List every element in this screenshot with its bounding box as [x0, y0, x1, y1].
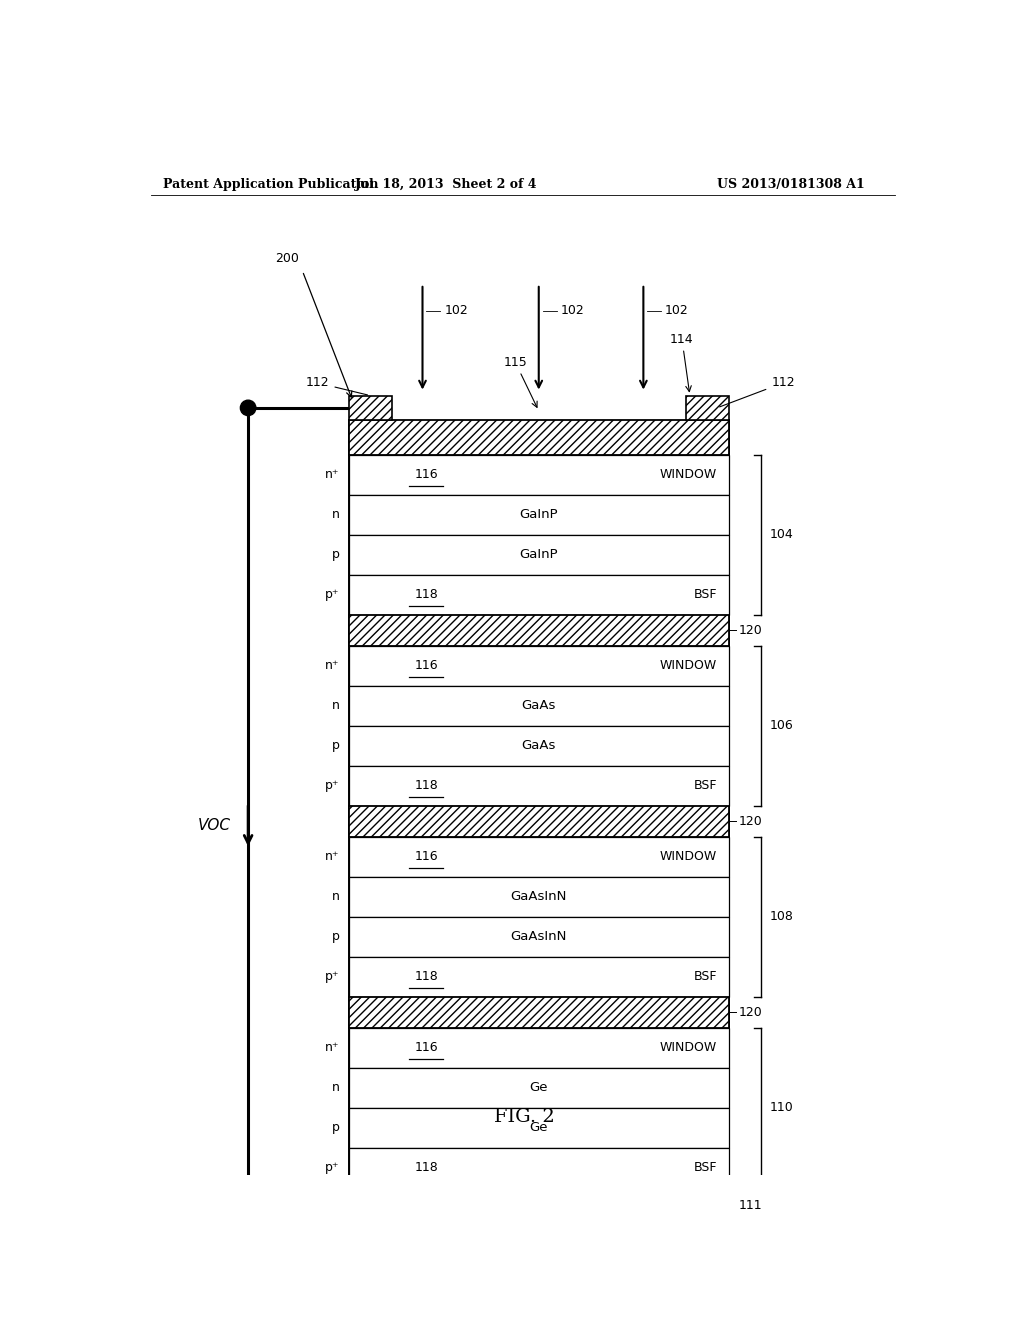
Text: 102: 102 [665, 305, 689, 317]
Circle shape [241, 1237, 256, 1251]
Bar [349, 576, 729, 615]
Text: GaAs: GaAs [521, 739, 556, 752]
Bar [349, 615, 729, 645]
Text: 114: 114 [670, 333, 693, 392]
Text: 108: 108 [770, 911, 794, 924]
Text: FIG. 2: FIG. 2 [495, 1107, 555, 1126]
Text: 111: 111 [738, 1199, 762, 1212]
Bar [349, 1107, 729, 1148]
Bar [349, 645, 729, 686]
Text: n⁺: n⁺ [325, 850, 340, 863]
Text: n⁺: n⁺ [325, 469, 340, 482]
Text: 118: 118 [415, 970, 438, 983]
Bar [349, 535, 729, 576]
Text: 115: 115 [504, 355, 538, 408]
Text: 116: 116 [415, 850, 438, 863]
Text: Patent Application Publication: Patent Application Publication [163, 178, 379, 190]
Text: n: n [332, 1081, 340, 1094]
Text: 118: 118 [415, 589, 438, 602]
Bar [349, 420, 729, 455]
Text: n⁺: n⁺ [325, 1041, 340, 1055]
Text: 116: 116 [415, 469, 438, 482]
Bar [686, 396, 729, 420]
Bar [349, 876, 729, 917]
Text: WINDOW: WINDOW [659, 1041, 717, 1055]
Text: 200: 200 [274, 252, 299, 265]
Bar [349, 766, 729, 807]
Text: 120: 120 [738, 1006, 763, 1019]
Text: 110: 110 [770, 1101, 794, 1114]
Text: 102: 102 [560, 305, 585, 317]
Bar [349, 1148, 729, 1188]
Text: BSF: BSF [693, 589, 717, 602]
Text: US 2013/0181308 A1: US 2013/0181308 A1 [717, 178, 864, 190]
Text: 118: 118 [415, 779, 438, 792]
Text: n: n [332, 890, 340, 903]
Bar [349, 686, 729, 726]
Bar [349, 917, 729, 957]
Text: 116: 116 [415, 1041, 438, 1055]
Text: BSF: BSF [693, 779, 717, 792]
Text: n: n [332, 508, 340, 521]
Text: 112: 112 [720, 376, 795, 407]
Bar [349, 726, 729, 766]
Text: 116: 116 [415, 659, 438, 672]
Bar [349, 1188, 729, 1222]
Text: p⁺: p⁺ [325, 589, 340, 602]
Text: GaInP: GaInP [519, 508, 558, 521]
Text: n⁺: n⁺ [325, 659, 340, 672]
Text: 120: 120 [738, 624, 763, 638]
Text: p⁺: p⁺ [325, 1162, 340, 1175]
Text: Ge: Ge [529, 1081, 548, 1094]
Bar [349, 396, 391, 420]
Text: 112: 112 [306, 376, 368, 395]
Text: VOC: VOC [198, 818, 231, 833]
Bar [349, 807, 729, 837]
Text: BSF: BSF [693, 1162, 717, 1175]
Text: p⁺: p⁺ [325, 970, 340, 983]
Text: BSF: BSF [693, 970, 717, 983]
Text: Ge: Ge [529, 1121, 548, 1134]
Bar [349, 495, 729, 535]
Text: p: p [332, 548, 340, 561]
Bar [349, 1068, 729, 1107]
Bar [349, 957, 729, 997]
Text: p: p [332, 1121, 340, 1134]
Text: GaAs: GaAs [521, 700, 556, 713]
Text: GaAsInN: GaAsInN [511, 890, 567, 903]
Text: p⁺: p⁺ [325, 779, 340, 792]
Circle shape [241, 400, 256, 416]
Bar [349, 997, 729, 1028]
Text: 104: 104 [770, 528, 794, 541]
Text: WINDOW: WINDOW [659, 659, 717, 672]
Text: n: n [332, 700, 340, 713]
Text: 118: 118 [415, 1162, 438, 1175]
Text: WINDOW: WINDOW [659, 469, 717, 482]
Text: p: p [332, 931, 340, 944]
Text: p: p [332, 739, 340, 752]
Bar [349, 837, 729, 876]
Bar [349, 455, 729, 495]
Text: 102: 102 [444, 305, 468, 317]
Text: Jul. 18, 2013  Sheet 2 of 4: Jul. 18, 2013 Sheet 2 of 4 [354, 178, 537, 190]
Bar [349, 1028, 729, 1068]
Text: GaInP: GaInP [519, 548, 558, 561]
Text: GaAsInN: GaAsInN [511, 931, 567, 944]
Text: 106: 106 [770, 719, 794, 733]
Text: 120: 120 [738, 814, 763, 828]
Text: WINDOW: WINDOW [659, 850, 717, 863]
